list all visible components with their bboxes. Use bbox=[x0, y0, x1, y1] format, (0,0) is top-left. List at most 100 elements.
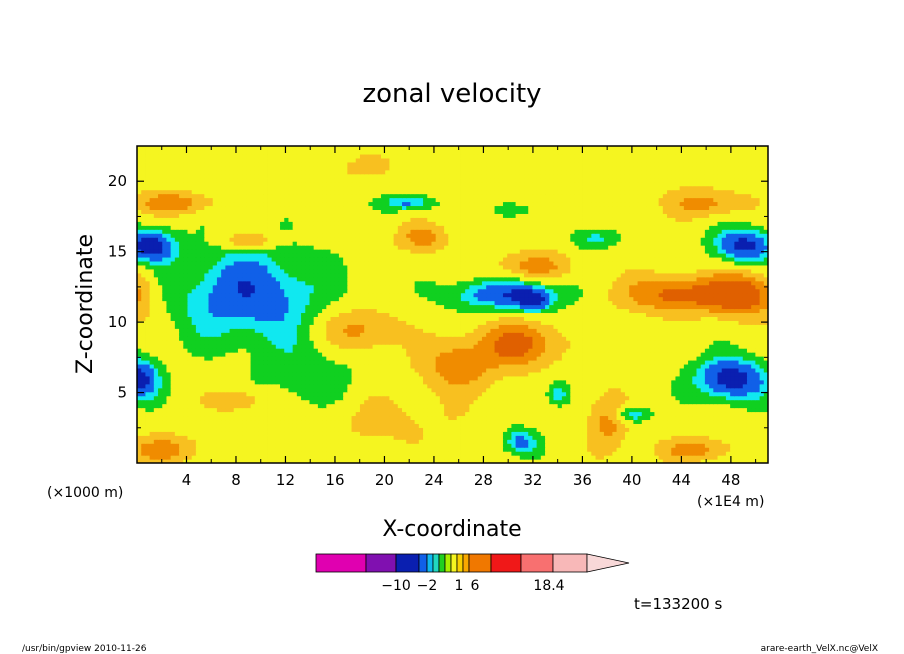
field-cell bbox=[763, 435, 768, 440]
field-cell bbox=[187, 371, 193, 377]
field-cell bbox=[540, 423, 546, 428]
field-cell bbox=[158, 407, 163, 413]
field-cell bbox=[376, 387, 382, 393]
field-cell bbox=[338, 395, 344, 401]
field-cell bbox=[620, 359, 626, 365]
field-cell bbox=[616, 359, 622, 365]
field-cell bbox=[549, 431, 555, 436]
field-cell bbox=[465, 439, 470, 444]
field-cell bbox=[166, 395, 172, 401]
field-cell bbox=[717, 332, 723, 337]
field-cell bbox=[515, 363, 521, 369]
field-cell bbox=[343, 344, 348, 349]
field-cell bbox=[566, 395, 571, 401]
field-cell bbox=[330, 407, 336, 413]
field-cell bbox=[688, 340, 693, 345]
field-cell bbox=[507, 435, 512, 440]
field-cell bbox=[557, 415, 563, 421]
field-cell bbox=[153, 344, 159, 349]
field-cell bbox=[734, 352, 740, 357]
field-cell bbox=[166, 336, 172, 341]
field-cell bbox=[667, 411, 672, 417]
field-cell bbox=[667, 459, 672, 463]
field-cell bbox=[570, 399, 576, 405]
field-cell bbox=[145, 399, 151, 405]
field-cell bbox=[284, 459, 290, 463]
field-cell bbox=[313, 443, 319, 448]
field-cell bbox=[439, 363, 445, 369]
field-cell bbox=[721, 352, 727, 357]
field-cell bbox=[566, 415, 571, 421]
field-cell bbox=[170, 371, 176, 377]
field-cell bbox=[481, 447, 487, 452]
field-cell bbox=[246, 356, 252, 361]
field-cell bbox=[301, 423, 306, 428]
field-cell bbox=[444, 340, 449, 345]
field-cell bbox=[721, 344, 727, 349]
field-cell bbox=[359, 344, 365, 349]
field-cell bbox=[221, 344, 226, 349]
field-cell bbox=[755, 359, 761, 365]
field-cell bbox=[477, 375, 483, 381]
field-cell bbox=[557, 407, 563, 413]
field-cell bbox=[528, 447, 534, 452]
field-cell bbox=[755, 375, 761, 381]
field-cell bbox=[746, 443, 752, 448]
field-cell bbox=[191, 455, 197, 460]
field-cell bbox=[267, 411, 273, 417]
field-cell bbox=[549, 411, 555, 417]
field-cell bbox=[755, 427, 761, 432]
field-cell bbox=[620, 371, 626, 377]
field-cell bbox=[465, 435, 470, 440]
field-cell bbox=[624, 447, 630, 452]
field-cell bbox=[713, 439, 719, 444]
field-cell bbox=[721, 431, 727, 436]
field-cell bbox=[141, 455, 147, 460]
field-cell bbox=[704, 340, 710, 345]
field-cell bbox=[275, 447, 281, 452]
field-cell bbox=[191, 379, 197, 385]
field-cell bbox=[532, 399, 538, 405]
field-cell bbox=[671, 383, 677, 389]
field-cell bbox=[258, 431, 264, 436]
field-cell bbox=[671, 387, 677, 393]
field-cell bbox=[692, 447, 698, 452]
field-cell bbox=[410, 375, 416, 381]
field-cell bbox=[679, 356, 685, 361]
field-cell bbox=[540, 344, 546, 349]
field-cell bbox=[141, 387, 147, 393]
field-cell bbox=[486, 375, 491, 381]
field-cell bbox=[393, 379, 399, 385]
field-cell bbox=[481, 387, 487, 393]
field-cell bbox=[301, 356, 306, 361]
field-cell bbox=[271, 435, 277, 440]
field-cell bbox=[153, 403, 159, 409]
field-cell bbox=[734, 423, 740, 428]
field-cell bbox=[460, 451, 466, 456]
field-cell bbox=[713, 363, 719, 369]
field-cell bbox=[334, 399, 340, 405]
field-cell bbox=[280, 363, 285, 369]
field-cell bbox=[288, 407, 294, 413]
field-cell bbox=[347, 411, 353, 417]
field-cell bbox=[574, 415, 580, 421]
field-cell bbox=[641, 415, 647, 421]
field-cell bbox=[296, 391, 302, 397]
field-cell bbox=[742, 451, 748, 456]
field-cell bbox=[616, 439, 622, 444]
field-cell bbox=[280, 431, 285, 436]
field-cell bbox=[380, 367, 386, 373]
field-cell bbox=[347, 447, 353, 452]
field-cell bbox=[616, 383, 622, 389]
field-cell bbox=[380, 356, 386, 361]
field-cell bbox=[746, 336, 752, 341]
field-cell bbox=[582, 344, 588, 349]
field-cell bbox=[667, 443, 672, 448]
field-cell bbox=[212, 336, 218, 341]
field-cell bbox=[570, 336, 576, 341]
field-cell bbox=[591, 379, 597, 385]
field-cell bbox=[237, 431, 243, 436]
field-cell bbox=[301, 407, 306, 413]
field-cell bbox=[557, 375, 563, 381]
field-cell bbox=[330, 340, 336, 345]
